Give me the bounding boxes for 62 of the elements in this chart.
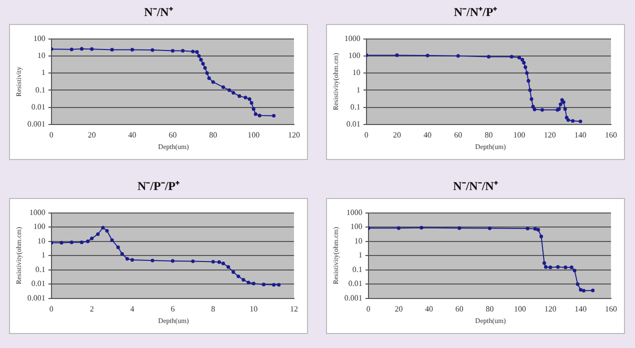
x-tick-label: 20 (392, 130, 401, 140)
x-tick-label: 100 (513, 130, 526, 140)
x-tick-label: 8 (211, 304, 216, 314)
x-tick-label: 2 (90, 304, 94, 314)
x-tick-label: 140 (574, 304, 587, 314)
x-tick-label: 60 (168, 130, 177, 140)
y-tick-label: 100 (350, 222, 362, 232)
x-tick-label: 40 (128, 130, 136, 140)
x-tick-label: 0 (364, 130, 368, 140)
y-tick-label: 0.001 (27, 119, 46, 128)
y-tick-label: 1 (41, 250, 46, 260)
x-tick-label: 100 (248, 130, 260, 140)
y-tick-label: 10 (354, 236, 362, 246)
x-tick-label: 0 (49, 130, 54, 140)
x-tick-label: 40 (425, 304, 434, 314)
x-tick-label: 60 (455, 304, 464, 314)
y-tick-label: 0.1 (350, 102, 360, 112)
x-tick-label: 40 (424, 130, 432, 140)
x-tick-label: 100 (514, 304, 526, 314)
y-tick-label: 100 (33, 222, 46, 232)
y-tick-label: 0.01 (31, 102, 46, 112)
x-tick-label: 80 (484, 130, 493, 140)
y-tick-label: 1 (356, 85, 360, 94)
y-tick-label: 10 (37, 236, 46, 246)
x-tick-label: 60 (454, 130, 462, 140)
y-tick-label: 0.1 (352, 264, 362, 274)
x-tick-label: 80 (486, 304, 494, 314)
x-tick-label: 160 (605, 130, 617, 140)
x-tick-label: 120 (544, 304, 556, 314)
y-tick-label: 0.001 (27, 293, 46, 302)
y-tick-label: 1 (358, 250, 362, 260)
x-tick-label: 0 (49, 304, 54, 314)
x-tick-label: 20 (88, 130, 96, 140)
x-tick-label: 4 (130, 304, 134, 314)
y-tick-label: 0.001 (344, 293, 362, 302)
y-tick-label: 10 (352, 68, 360, 78)
x-tick-label: 20 (394, 304, 403, 314)
x-tick-label: 120 (288, 130, 300, 140)
y-tick-label: 100 (33, 34, 46, 43)
y-tick-label: 0.01 (348, 279, 362, 288)
chart-title: N⁻/N⁺ (143, 4, 174, 21)
x-tick-label: 0 (366, 304, 370, 314)
x-tick-label: 160 (605, 304, 617, 314)
chart-title: N⁻/P⁻/P⁺ (136, 178, 180, 195)
x-tick-label: 10 (250, 304, 258, 314)
chart-title: N⁻/N⁺/P⁺ (452, 4, 498, 21)
y-tick-label: 100 (348, 51, 360, 60)
y-tick-label: 0.01 (31, 279, 46, 288)
x-tick-label: 120 (544, 130, 556, 140)
chart-title: N⁻/N⁻/N⁺ (452, 178, 499, 195)
x-tick-label: 6 (170, 304, 175, 314)
y-tick-label: 1 (41, 68, 46, 78)
x-tick-label: 140 (574, 130, 586, 140)
y-tick-label: 0.1 (35, 85, 46, 94)
y-tick-label: 1000 (29, 208, 46, 217)
x-tick-label: 80 (209, 130, 218, 140)
y-tick-label: 0.01 (346, 119, 360, 128)
y-tick-label: 1000 (346, 208, 362, 217)
y-tick-label: 1000 (344, 34, 360, 43)
y-tick-label: 0.1 (35, 264, 46, 274)
x-tick-label: 12 (290, 304, 298, 314)
y-tick-label: 10 (37, 51, 46, 60)
